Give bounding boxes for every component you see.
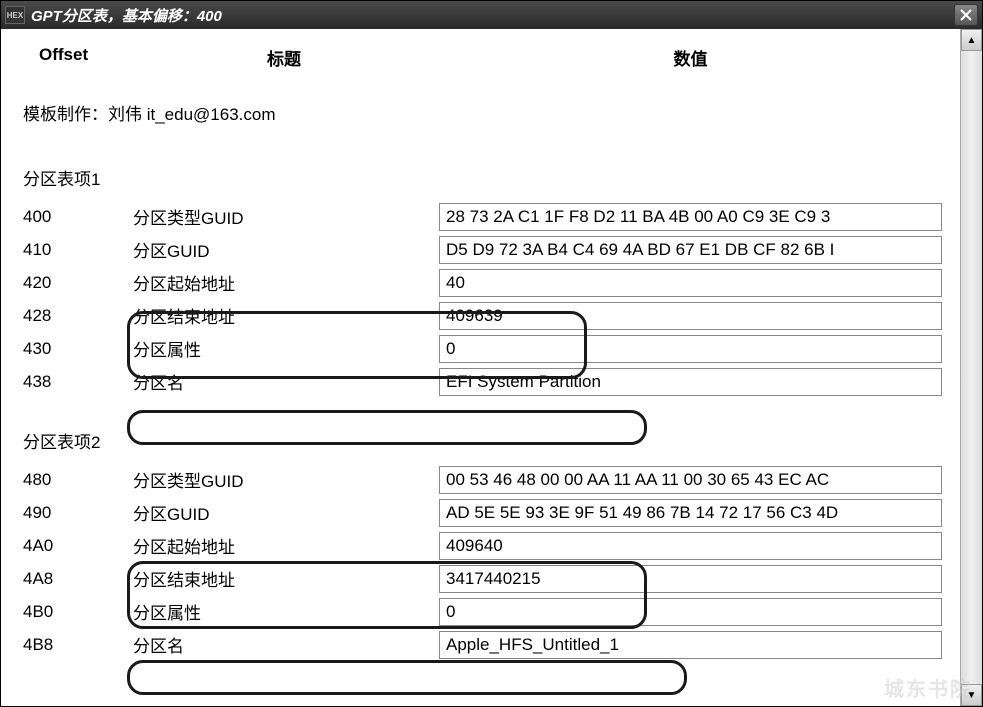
table-row[interactable]: 400分区类型GUID28 73 2A C1 1F F8 D2 11 BA 4B… <box>19 200 942 233</box>
titlebar[interactable]: HEX GPT分区表，基本偏移：400 <box>1 1 982 29</box>
title-cell: 分区GUID <box>129 500 439 525</box>
value-cell[interactable]: Apple_HFS_Untitled_1 <box>439 631 942 659</box>
value-cell[interactable]: 0 <box>439 335 942 363</box>
value-cell[interactable]: 409640 <box>439 532 942 560</box>
value-cell[interactable]: 409639 <box>439 302 942 330</box>
offset-cell: 430 <box>19 339 129 359</box>
table-row[interactable]: 428分区结束地址409639 <box>19 299 942 332</box>
window-title: GPT分区表，基本偏移：400 <box>31 5 954 26</box>
section-header: 分区表项2 <box>19 428 942 453</box>
title-cell: 分区结束地址 <box>129 566 439 591</box>
offset-cell: 4B0 <box>19 602 129 622</box>
header-offset: Offset <box>19 45 129 70</box>
title-cell: 分区起始地址 <box>129 533 439 558</box>
table-row[interactable]: 4B8分区名Apple_HFS_Untitled_1 <box>19 628 942 661</box>
offset-cell: 400 <box>19 207 129 227</box>
offset-cell: 420 <box>19 273 129 293</box>
offset-cell: 438 <box>19 372 129 392</box>
title-cell: 分区属性 <box>129 599 439 624</box>
scroll-up-button[interactable]: ▲ <box>961 29 982 51</box>
offset-cell: 480 <box>19 470 129 490</box>
vertical-scrollbar[interactable]: ▲ ▼ <box>960 29 982 706</box>
offset-cell: 4A0 <box>19 536 129 556</box>
title-cell: 分区GUID <box>129 237 439 262</box>
scroll-track[interactable] <box>961 51 982 684</box>
table-row[interactable]: 410分区GUIDD5 D9 72 3A B4 C4 69 4A BD 67 E… <box>19 233 942 266</box>
title-cell: 分区类型GUID <box>129 467 439 492</box>
value-cell[interactable]: D5 D9 72 3A B4 C4 69 4A BD 67 E1 DB CF 8… <box>439 236 942 264</box>
value-cell[interactable]: 28 73 2A C1 1F F8 D2 11 BA 4B 00 A0 C9 3… <box>439 203 942 231</box>
offset-cell: 4A8 <box>19 569 129 589</box>
app-window: HEX GPT分区表，基本偏移：400 Offset 标题 数值 模板制作：刘伟… <box>0 0 983 707</box>
table-row[interactable]: 438分区名EFI System Partition <box>19 365 942 398</box>
section-header: 分区表项1 <box>19 165 942 190</box>
offset-cell: 490 <box>19 503 129 523</box>
section-gap <box>19 398 942 428</box>
table-row[interactable]: 4A0分区起始地址409640 <box>19 529 942 562</box>
table-row[interactable]: 420分区起始地址40 <box>19 266 942 299</box>
author-line: 模板制作：刘伟 it_edu@163.com <box>19 100 942 125</box>
table-row[interactable]: 430分区属性0 <box>19 332 942 365</box>
title-cell: 分区名 <box>129 632 439 657</box>
table-row[interactable]: 4B0分区属性0 <box>19 595 942 628</box>
value-cell[interactable]: 00 53 46 48 00 00 AA 11 AA 11 00 30 65 4… <box>439 466 942 494</box>
table-row[interactable]: 480分区类型GUID00 53 46 48 00 00 AA 11 AA 11… <box>19 463 942 496</box>
title-cell: 分区属性 <box>129 336 439 361</box>
title-cell: 分区结束地址 <box>129 303 439 328</box>
offset-cell: 410 <box>19 240 129 260</box>
title-cell: 分区类型GUID <box>129 204 439 229</box>
header-title: 标题 <box>129 45 439 70</box>
highlight-annotation <box>127 660 687 695</box>
value-cell[interactable]: 40 <box>439 269 942 297</box>
header-value: 数值 <box>439 45 942 70</box>
title-cell: 分区起始地址 <box>129 270 439 295</box>
value-cell[interactable]: AD 5E 5E 93 3E 9F 51 49 86 7B 14 72 17 5… <box>439 499 942 527</box>
offset-cell: 4B8 <box>19 635 129 655</box>
app-icon: HEX <box>5 6 25 24</box>
chevron-up-icon: ▲ <box>967 35 977 46</box>
main-content: Offset 标题 数值 模板制作：刘伟 it_edu@163.com 分区表项… <box>1 29 960 706</box>
value-cell[interactable]: 3417440215 <box>439 565 942 593</box>
watermark: 城东书院 <box>884 673 972 702</box>
value-cell[interactable]: EFI System Partition <box>439 368 942 396</box>
column-headers: Offset 标题 数值 <box>19 39 942 70</box>
table-row[interactable]: 4A8分区结束地址3417440215 <box>19 562 942 595</box>
table-row[interactable]: 490分区GUIDAD 5E 5E 93 3E 9F 51 49 86 7B 1… <box>19 496 942 529</box>
content-area: Offset 标题 数值 模板制作：刘伟 it_edu@163.com 分区表项… <box>1 29 982 706</box>
close-icon <box>960 9 972 21</box>
title-cell: 分区名 <box>129 369 439 394</box>
offset-cell: 428 <box>19 306 129 326</box>
value-cell[interactable]: 0 <box>439 598 942 626</box>
close-button[interactable] <box>954 4 978 26</box>
